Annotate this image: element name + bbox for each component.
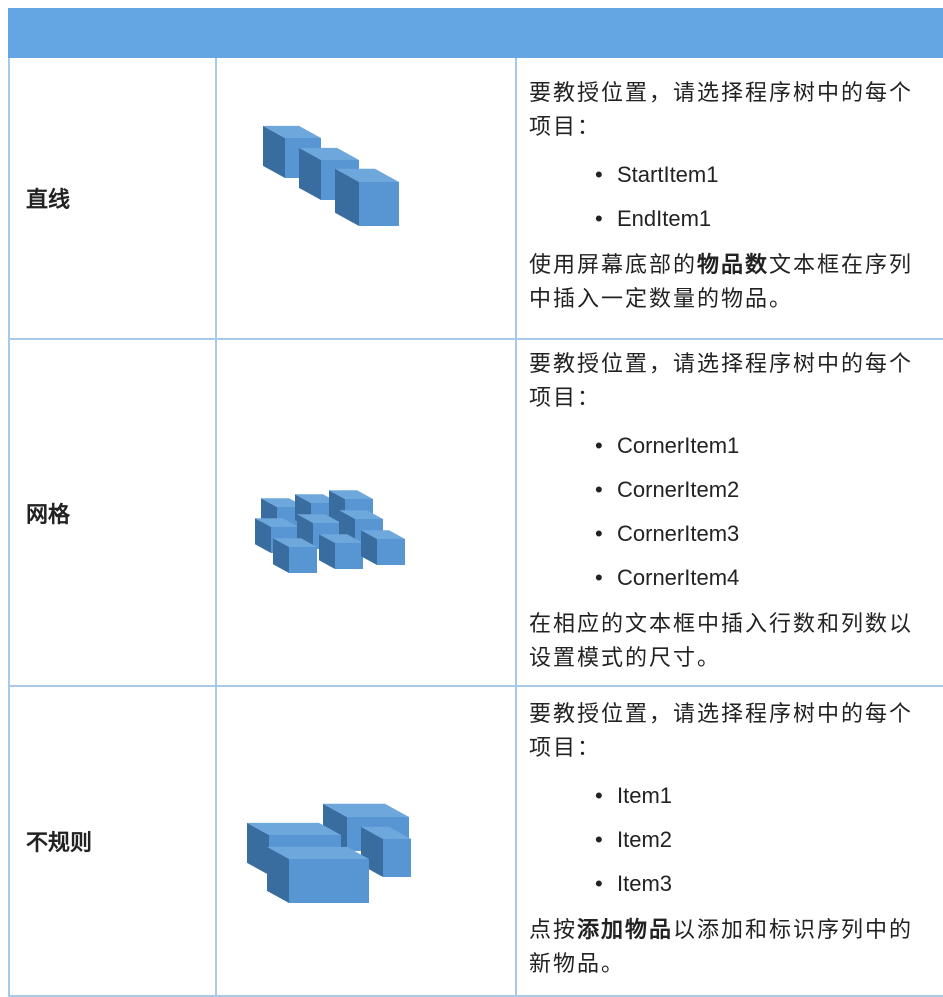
- item: Item2: [595, 818, 934, 862]
- box-top: [323, 803, 409, 817]
- box-top: [267, 846, 369, 859]
- item: CornerItem3: [595, 512, 934, 556]
- bold-term: 物品数: [697, 253, 770, 278]
- box-front: [335, 542, 363, 569]
- image-cell: [215, 338, 517, 687]
- pattern-name-cell: 不规则: [8, 685, 217, 997]
- pattern-name-cell: 直线: [8, 58, 217, 340]
- description-cell: 要教授位置，请选择程序树中的每个项目： StartItem1EndItem1 使用屏…: [515, 58, 943, 340]
- box-top: [273, 537, 317, 547]
- box-side: [335, 168, 359, 226]
- item: CornerItem1: [595, 424, 934, 468]
- table-row: 直线 要教授位置，请选择程序树中的每个项目： StartItem1EndItem1 使…: [8, 58, 943, 340]
- box-top: [295, 493, 339, 503]
- footer-text: 使用屏幕底部的物品数文本框在序列中插入一定数量的物品。: [529, 249, 934, 317]
- item: StartItem1: [595, 153, 934, 197]
- item-list: Item1Item2Item3: [529, 774, 934, 906]
- item: EndItem1: [595, 197, 934, 241]
- page: 直线要教授位置，请选择程序树中的每个项目：StartItem1EndItem1使…: [0, 0, 943, 972]
- box-top: [297, 513, 341, 523]
- box-side: [247, 822, 269, 875]
- box-front: [289, 859, 369, 903]
- box-front: [377, 538, 405, 565]
- pattern-name: 不规则: [26, 831, 93, 856]
- pattern-illustration: [247, 803, 411, 903]
- footer-text: 在相应的文本框中插入行数和列数以设置模式的尺寸。: [529, 608, 934, 676]
- box-side: [361, 529, 377, 565]
- description-cell: 要教授位置，请选择程序树中的每个项目： Item1Item2Item3 点按添加物品…: [515, 685, 943, 997]
- box-top: [361, 826, 411, 839]
- pattern-illustration: [255, 489, 405, 573]
- box-top: [329, 489, 373, 499]
- image-cell: [215, 58, 517, 340]
- item: CornerItem2: [595, 468, 934, 512]
- item: CornerItem4: [595, 556, 934, 600]
- pattern-name: 直线: [26, 188, 71, 213]
- bold-term: 添加物品: [577, 918, 674, 943]
- box-side: [255, 517, 271, 553]
- box-top: [319, 533, 363, 543]
- table-header: [8, 8, 943, 58]
- box-top: [361, 529, 405, 539]
- table-row: 不规则 要教授位置，请选择程序树中的每个项目： Item1Item2Item3 点按添…: [8, 685, 943, 997]
- box-side: [299, 147, 321, 200]
- box-top: [335, 168, 399, 182]
- box-top: [263, 125, 321, 138]
- description-cell: 要教授位置，请选择程序树中的每个项目：CornerItem1CornerItem…: [515, 338, 943, 687]
- box-front: [289, 546, 317, 573]
- box-front: [359, 182, 399, 226]
- item: Item1: [595, 774, 934, 818]
- intro-text: 要教授位置，请选择程序树中的每个项目：: [529, 702, 914, 761]
- pattern-table: 直线要教授位置，请选择程序树中的每个项目：StartItem1EndItem1使…: [8, 58, 943, 997]
- pattern-illustration: [263, 125, 399, 226]
- text-run: 点按: [529, 918, 578, 943]
- box-side: [319, 533, 335, 569]
- box-front: [383, 839, 411, 877]
- text-run: 文本框在序列中插入一定数量的物品。: [529, 253, 914, 312]
- box-side: [273, 537, 289, 573]
- box-top: [255, 517, 299, 527]
- item-list: CornerItem1CornerItem2CornerItem3CornerI…: [529, 424, 934, 600]
- intro-text: 要教授位置，请选择程序树中的每个项目：: [529, 351, 914, 411]
- image-cell: [215, 685, 517, 997]
- box-top: [339, 509, 383, 519]
- box-top: [247, 822, 341, 835]
- box-side: [263, 125, 285, 178]
- item: Item3: [595, 862, 934, 906]
- box-top: [299, 147, 359, 160]
- box-side: [267, 846, 289, 903]
- box-top: [261, 497, 305, 507]
- pattern-name-cell: 网格: [8, 338, 217, 687]
- text-run: 使用屏幕底部的: [529, 253, 698, 278]
- footer-text: 点按添加物品以添加和标识序列中的新物品。: [529, 914, 934, 982]
- intro-text: 要教授位置，请选择程序树中的每个项目：: [529, 81, 914, 140]
- pattern-name: 网格: [26, 502, 71, 528]
- item-list: StartItem1EndItem1: [529, 153, 934, 241]
- table-row: 网格要教授位置，请选择程序树中的每个项目：CornerItem1CornerIt…: [8, 338, 943, 687]
- text-run: 在相应的文本框中插入行数和列数以设置模式的尺寸。: [529, 611, 914, 671]
